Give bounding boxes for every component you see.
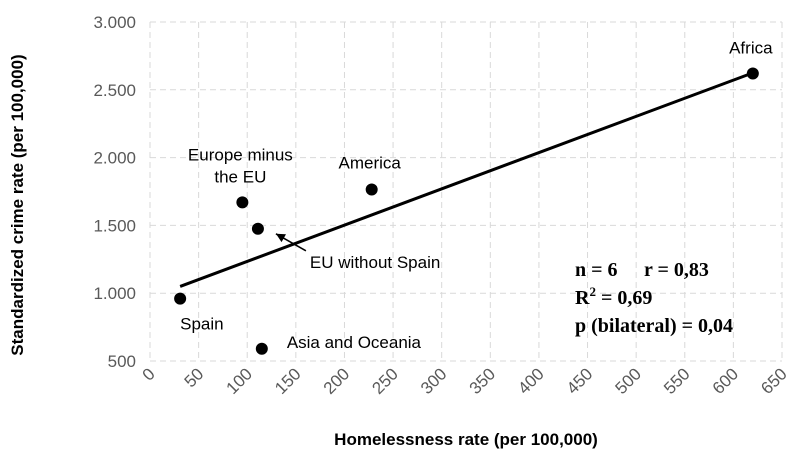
stats-box: n = 6 r = 0,83 R2 = 0,69 p (bilateral) =… — [575, 259, 733, 337]
y-tick-label: 2.500 — [93, 81, 136, 100]
x-tick-label: 350 — [466, 364, 499, 397]
data-point-label: Europe minus the EU — [188, 145, 293, 186]
stats-n: n = 6 — [575, 259, 618, 281]
x-tick-label: 50 — [181, 364, 208, 391]
data-points: Africa America Europe minus the EU EU withou… — [174, 39, 773, 355]
y-tick-label: 1.500 — [93, 216, 136, 235]
x-tick-label: 500 — [611, 364, 644, 397]
data-point — [174, 292, 187, 305]
grid — [149, 21, 783, 362]
x-tick-label: 650 — [757, 364, 787, 397]
x-tick-label: 550 — [660, 364, 693, 397]
stats-p: p (bilateral) = 0,04 — [575, 315, 733, 337]
stats-r: r = 0,83 — [644, 259, 709, 281]
data-point — [365, 183, 378, 196]
data-point-label: Spain — [180, 315, 223, 334]
y-tick-label: 1.000 — [93, 284, 136, 303]
stats-r2: R2 = 0,69 — [575, 284, 652, 309]
x-tick-label: 100 — [223, 364, 256, 397]
data-point — [746, 67, 759, 80]
x-tick-label: 600 — [709, 364, 742, 397]
y-tick-label: 2.000 — [93, 149, 136, 168]
x-tick-label: 300 — [417, 364, 450, 397]
x-tick-label: 0 — [139, 364, 159, 384]
x-axis-title: Homelessness rate (per 100,000) — [334, 430, 598, 449]
y-tick-label: 500 — [108, 352, 136, 371]
x-tick-label: 400 — [514, 364, 547, 397]
data-point-label: EU without Spain — [310, 253, 440, 272]
x-tick-label: 450 — [563, 364, 596, 397]
x-tick-label: 250 — [368, 364, 401, 397]
x-tick-labels: 0 50 100 150 200 250 300 350 400 450 500 550 600 650 — [139, 364, 787, 397]
data-point-label: Asia and Oceania — [287, 333, 422, 352]
data-point — [251, 222, 264, 235]
data-point-label: Africa — [729, 39, 773, 58]
y-tick-label: 3.000 — [93, 13, 136, 32]
eu-arrow-head — [275, 233, 286, 243]
x-tick-label: 150 — [271, 364, 304, 397]
y-tick-labels: 500 1.000 1.500 2.000 2.500 3.000 — [93, 13, 136, 371]
data-point — [236, 196, 249, 209]
data-point-label: America — [339, 153, 402, 172]
data-point — [255, 342, 268, 355]
trendline — [179, 71, 754, 288]
y-axis-title: Standardized crime rate (per 100,000) — [8, 54, 27, 355]
x-tick-label: 200 — [320, 364, 353, 397]
